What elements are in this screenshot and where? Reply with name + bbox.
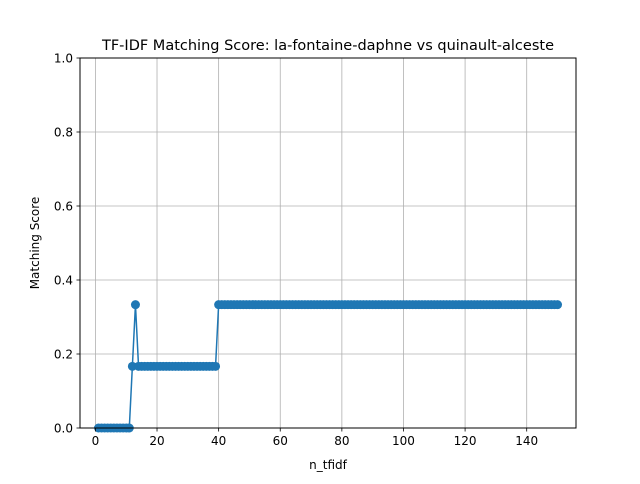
series-matching-score: [93, 300, 563, 433]
x-tick-label: 40: [211, 434, 226, 448]
data-point: [211, 361, 221, 371]
y-tick-label: 0.6: [54, 199, 73, 213]
x-tick-label: 60: [273, 434, 288, 448]
x-axis-label: n_tfidf: [309, 458, 347, 472]
y-axis-label: Matching Score: [28, 197, 42, 290]
x-tick-label: 0: [92, 434, 100, 448]
y-tick-label: 0.4: [54, 273, 73, 287]
x-tick-label: 120: [454, 434, 477, 448]
data-point: [127, 361, 137, 371]
data-point: [553, 300, 563, 310]
x-axis-ticks: 0 20 40 60 80 100 120 140: [92, 428, 538, 448]
plot-frame: [79, 57, 577, 429]
y-tick-label: 0.8: [54, 125, 73, 139]
x-tick-label: 140: [515, 434, 538, 448]
y-tick-label: 0.0: [54, 421, 73, 435]
chart-title: TF-IDF Matching Score: la-fontaine-daphn…: [101, 38, 554, 54]
data-point: [130, 300, 140, 310]
x-tick-label: 20: [149, 434, 164, 448]
y-axis-ticks: 0.0 0.2 0.4 0.6 0.8 1.0: [54, 51, 80, 435]
x-tick-label: 80: [334, 434, 349, 448]
y-tick-label: 0.2: [54, 347, 73, 361]
y-tick-label: 1.0: [54, 51, 73, 65]
x-tick-label: 100: [392, 434, 415, 448]
